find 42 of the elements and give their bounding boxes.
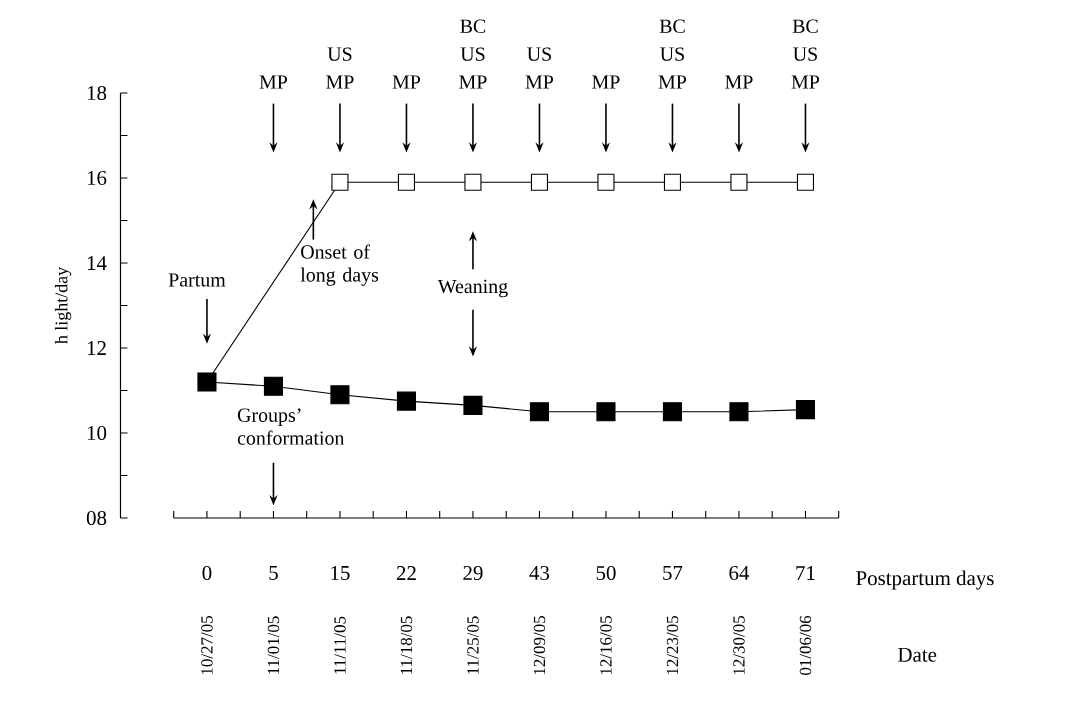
text: Date: [898, 647, 937, 662]
text: 10/27/05: [201, 616, 213, 675]
annotation: Onset of long days: [300, 244, 379, 286]
text: US MP: [525, 47, 554, 89]
x-tick-label: 22: [396, 566, 416, 580]
y-axis-title: h light/day: [54, 266, 72, 344]
text: MP: [592, 75, 620, 89]
annotation: Groups’ conformation: [237, 408, 345, 445]
text: 11/11/05: [334, 616, 346, 674]
text: 11/25/05: [467, 616, 479, 674]
x-tick-label: 71: [796, 566, 815, 580]
y-tick-label: 10: [87, 425, 107, 441]
annotation: Partum: [168, 273, 226, 287]
x-tick-label: 0: [202, 565, 212, 581]
text: BC US MP: [459, 19, 487, 89]
x-tick-label: 64: [729, 565, 750, 581]
text: 12/09/05: [533, 616, 546, 675]
y-tick-label: 08: [86, 510, 107, 526]
x-tick-label: 5: [269, 566, 278, 580]
text: 12/30/05: [733, 616, 745, 675]
text: 12/16/05: [600, 616, 612, 675]
text: 11/18/05: [400, 616, 413, 674]
y-tick-label: 18: [87, 85, 107, 101]
x-tick-label: 29: [463, 565, 483, 581]
x-tick-label: 15: [331, 565, 350, 581]
x-axis-title: Postpartum days: [856, 570, 994, 590]
text: 11/01/05: [267, 616, 280, 674]
text: BC US MP: [658, 19, 687, 89]
x-tick-label: 57: [663, 566, 683, 580]
text: US MP: [326, 47, 354, 89]
annotation: Weaning: [437, 279, 508, 298]
y-tick-label: 12: [87, 341, 106, 355]
text: MP: [259, 75, 288, 89]
y-tick-label: 16: [87, 170, 107, 186]
text: BC US MP: [791, 19, 820, 89]
text: MP: [725, 75, 753, 89]
x-tick-label: 50: [596, 565, 616, 581]
text: 12/23/05: [666, 616, 679, 675]
text: 01/06/06: [799, 615, 812, 675]
y-tick-label: 14: [87, 256, 107, 270]
text: MP: [392, 75, 421, 89]
x-tick-label: 43: [529, 565, 550, 581]
